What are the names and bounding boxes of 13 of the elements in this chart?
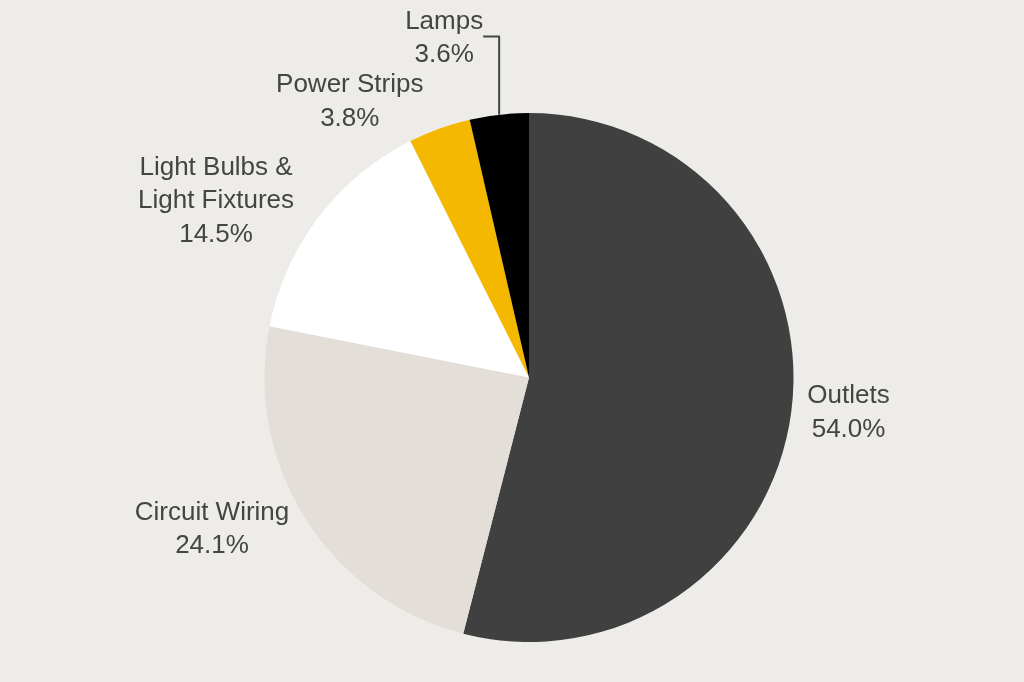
pie-slice bbox=[469, 113, 529, 378]
data-label: 3.6% bbox=[414, 38, 474, 69]
slice-label: Circuit Wiring bbox=[134, 495, 290, 526]
data-label: 3.8% bbox=[320, 102, 380, 133]
slice-label: Light Bulbs & Light Fixtures bbox=[138, 150, 295, 215]
pie-slice bbox=[463, 113, 793, 642]
data-label: 54.0% bbox=[811, 413, 886, 444]
slice-label: Outlets bbox=[807, 379, 890, 410]
slice-label: Lamps bbox=[405, 4, 484, 35]
pie-slice bbox=[410, 119, 529, 378]
slice-label: Power Strips bbox=[276, 68, 424, 99]
data-label: 14.5% bbox=[179, 218, 253, 249]
data-label: 24.1% bbox=[175, 529, 249, 560]
